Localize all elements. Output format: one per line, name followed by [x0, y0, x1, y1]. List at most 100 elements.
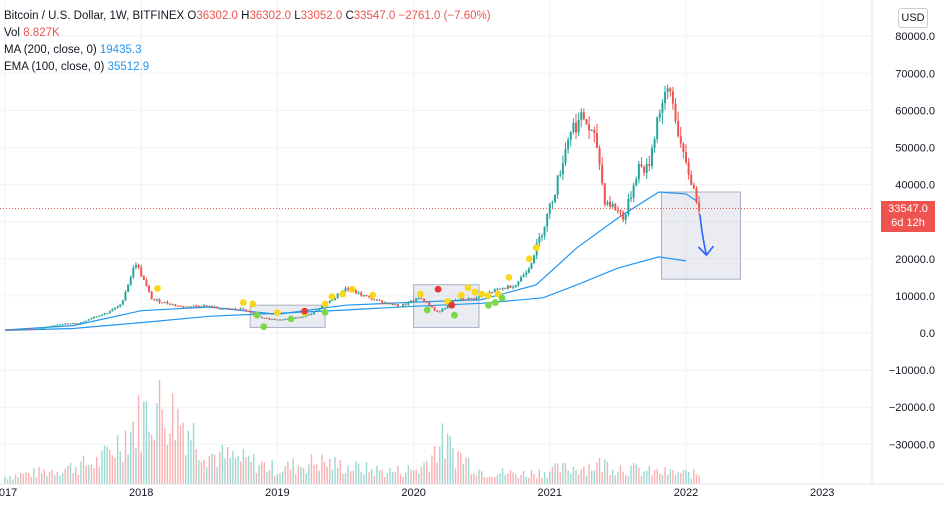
volume-bar — [370, 469, 373, 484]
volume-bar — [208, 456, 210, 484]
candle-body — [394, 304, 397, 306]
candle-body — [124, 291, 127, 301]
candle-body — [543, 226, 546, 236]
candle-body — [412, 300, 415, 302]
close-label: C — [345, 10, 354, 22]
volume-bar — [685, 470, 687, 484]
candle-body — [334, 298, 337, 301]
volume-bar — [12, 479, 14, 484]
candle-body — [179, 305, 182, 307]
volume-bar — [177, 408, 179, 484]
volume-bar — [274, 476, 276, 484]
candle-body — [467, 298, 470, 301]
candle-body — [331, 300, 334, 302]
volume-bar — [666, 474, 669, 484]
time-axis[interactable]: 2017 2018 2019 2020 2021 2022 2023 — [0, 483, 944, 499]
volume-bar — [572, 466, 575, 484]
candle-body — [438, 311, 441, 313]
candle-body — [517, 281, 520, 286]
candle-body — [512, 287, 515, 289]
volume-bar — [656, 468, 658, 484]
volume-bar — [614, 475, 616, 484]
volume-bar — [30, 477, 32, 484]
volume-label[interactable]: Vol — [4, 27, 20, 39]
volume-bar — [698, 475, 700, 484]
candle-body — [648, 163, 651, 166]
volume-bar — [331, 469, 334, 484]
candle-body — [514, 285, 517, 288]
signal-dot-yellow — [485, 292, 492, 300]
volume-bar — [515, 474, 517, 484]
volume-bar — [308, 464, 310, 484]
candle-body — [661, 103, 664, 114]
candle-body — [40, 328, 43, 330]
volume-bar — [598, 457, 601, 484]
candle-body — [59, 324, 62, 326]
candle-body — [669, 88, 672, 92]
candle-body — [161, 302, 164, 304]
candle-body — [239, 308, 242, 310]
candle-body — [357, 292, 360, 294]
volume-bar — [329, 458, 331, 484]
candle-body — [619, 210, 622, 213]
candle-body — [279, 319, 282, 321]
volume-bar — [394, 471, 396, 484]
volume-bar — [135, 447, 137, 484]
candle-body — [347, 288, 350, 290]
candle-body — [35, 328, 38, 330]
symbol-title[interactable]: Bitcoin / U.S. Dollar, 1W, BITFINEX — [4, 10, 185, 22]
volume-bar — [339, 459, 341, 484]
volume-bar — [232, 450, 234, 484]
volume-bar — [226, 446, 229, 484]
candle-body — [155, 299, 158, 301]
price-axis[interactable]: 80000.070000.060000.050000.040000.030000… — [871, 0, 935, 484]
volume-bar — [287, 461, 289, 484]
candle-body — [27, 328, 30, 330]
candle-body — [43, 327, 46, 329]
candle-body — [674, 103, 677, 121]
candle-body — [444, 308, 447, 310]
volume-bar — [365, 462, 368, 484]
volume-bar — [601, 472, 603, 484]
candle-body — [276, 319, 279, 321]
volume-bar — [465, 457, 467, 484]
ma-value: 19435.3 — [99, 44, 142, 56]
candle-body — [127, 284, 130, 292]
candle-body — [242, 308, 245, 310]
candle-body — [687, 162, 690, 175]
currency-button[interactable]: USD — [898, 8, 928, 28]
ma-label[interactable]: MA (200, close, 0) — [4, 44, 97, 56]
candle-body — [72, 323, 75, 325]
candle-body — [22, 329, 25, 331]
candle-body — [551, 201, 554, 204]
volume-bar — [460, 452, 462, 484]
candle-body — [671, 91, 674, 104]
volume-bar — [481, 471, 483, 484]
candle-body — [362, 295, 365, 297]
ema-label[interactable]: EMA (100, close, 0) — [4, 61, 105, 73]
volume-bar — [14, 474, 17, 484]
volume-bar — [190, 440, 192, 484]
volume-bar — [93, 468, 95, 484]
candle-body — [106, 313, 109, 315]
volume-bar — [389, 468, 391, 484]
candle-body — [148, 285, 151, 292]
low-value: 33052.0 — [300, 10, 343, 22]
volume-bar — [22, 474, 25, 484]
candle-body — [56, 324, 59, 326]
volume-bar — [284, 466, 286, 484]
volume-bar — [549, 471, 551, 484]
candle-body — [153, 299, 156, 301]
volume-bar — [20, 473, 22, 484]
signal-markers — [154, 244, 540, 331]
volume-bar — [25, 472, 27, 484]
signal-dot-red — [301, 307, 309, 315]
volume-bar — [436, 462, 438, 484]
volume-bar — [399, 474, 402, 484]
volume-bar — [397, 465, 399, 484]
signal-dot-yellow — [417, 290, 424, 298]
volume-bar — [588, 463, 590, 484]
volume-bar — [583, 466, 585, 484]
volume-bar — [279, 473, 281, 484]
